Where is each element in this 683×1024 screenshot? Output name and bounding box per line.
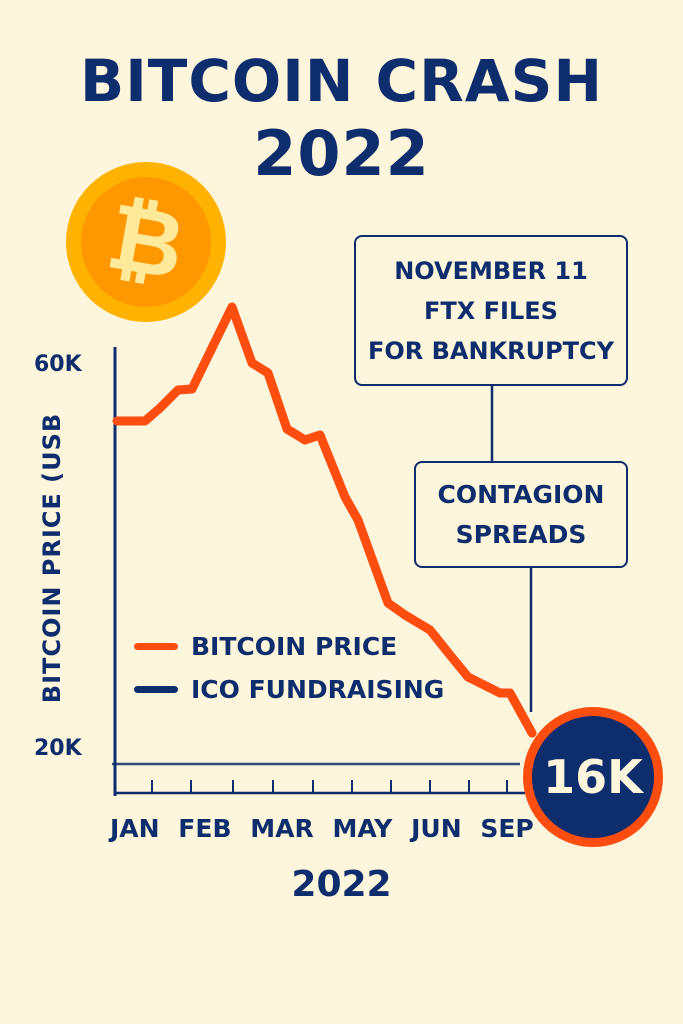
price-badge-16k: 16K [523,707,663,847]
y-axis-title: BITCOIN PRICE (USB [38,412,66,704]
page-subtitle-year: 2022 [253,117,430,190]
x-tick-label: JAN [110,814,160,843]
callout-ftx-bankruptcy: NOVEMBER 11 FTX FILES FOR BANKRUPTCY [354,235,628,386]
y-tick-20k: 20K [34,736,82,761]
legend-swatch-orange [134,643,178,650]
page-title: BITCOIN CRASH [80,47,603,115]
callout-line: SPREADS [455,519,587,549]
x-axis-ticks [151,780,508,793]
badge-label: 16K [543,750,643,804]
legend-label: BITCOIN PRICE [191,632,398,661]
x-axis-title: 2022 [291,864,392,905]
svg-text:₿: ₿ [100,182,192,300]
x-tick-label: MAY [332,814,393,843]
x-tick-label: FEB [178,814,232,843]
y-tick-60k: 60K [34,352,82,377]
callout-contagion-spreads: CONTAGION SPREADS [414,461,628,568]
x-tick-label: MAR [250,814,314,843]
bitcoin-price-line [112,302,537,738]
callout-line: CONTAGION [437,479,605,509]
bitcoin-coin-icon: ₿ [66,162,226,322]
legend-swatch-navy [134,686,178,693]
x-tick-label: SEP [480,814,534,843]
x-tick-label: JUN [411,814,462,843]
callout-line: FTX FILES [424,296,558,325]
callout-line: FOR BANKRUPTCY [367,336,615,365]
legend-item-ico-fundraising: ICO FUNDRAISING [134,675,444,704]
legend-label: ICO FUNDRAISING [191,675,445,704]
callout-line: NOVEMBER 11 [394,256,588,285]
legend-item-bitcoin-price: BITCOIN PRICE [134,632,397,661]
x-axis-labels: JAN FEB MAR MAY JUN SEP [110,814,542,843]
